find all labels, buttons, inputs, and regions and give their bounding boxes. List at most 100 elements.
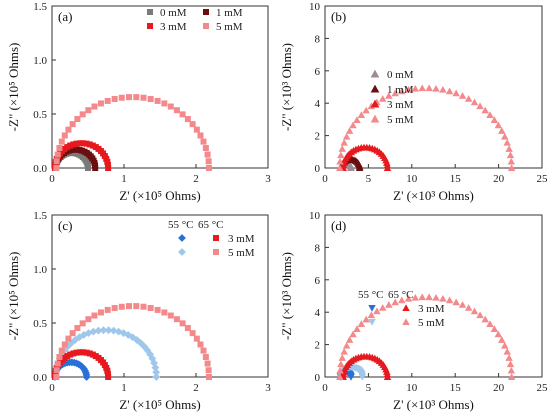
- data-point: [105, 374, 112, 380]
- legend-marker: [178, 248, 186, 256]
- data-point: [193, 126, 200, 133]
- data-point: [189, 330, 196, 337]
- data-point: [126, 303, 133, 310]
- data-point: [65, 335, 72, 342]
- y-axis-label: -Z" (×10⁵ Ohms): [6, 43, 21, 132]
- data-point: [86, 141, 93, 148]
- data-point: [425, 84, 433, 92]
- data-point: [204, 151, 211, 158]
- legend: 0 mM 1 mM 3 mM 5 mM: [147, 7, 243, 33]
- data-point: [184, 325, 191, 332]
- data-point: [179, 320, 186, 327]
- data-point: [161, 309, 168, 316]
- data-point: [506, 360, 515, 368]
- series-3: [53, 94, 212, 171]
- data-point: [476, 311, 484, 319]
- data-point: [173, 316, 180, 323]
- data-point: [398, 87, 406, 95]
- x-tick-label: 5: [366, 382, 372, 394]
- series-2: [339, 143, 392, 171]
- data-point: [118, 94, 125, 101]
- data-point: [53, 374, 60, 380]
- panel-label: (a): [58, 9, 72, 24]
- panel-label: (d): [331, 218, 346, 233]
- data-point: [404, 294, 413, 302]
- y-tick-label: 1.0: [33, 264, 47, 276]
- data-point: [167, 103, 174, 110]
- data-point: [173, 107, 180, 114]
- data-point: [349, 121, 357, 129]
- data-point: [146, 350, 154, 359]
- data-point: [490, 325, 499, 332]
- x-tick-label: 20: [493, 382, 505, 394]
- legend-marker: [147, 9, 153, 15]
- data-point: [111, 96, 118, 103]
- x-axis-label: Z' (×10⁵ Ohms): [119, 188, 200, 203]
- data-point: [75, 333, 84, 342]
- data-point: [347, 164, 355, 171]
- data-point: [391, 89, 399, 97]
- data-point: [52, 161, 59, 168]
- data-point: [379, 95, 387, 102]
- data-point: [74, 325, 81, 332]
- data-point: [357, 320, 366, 327]
- x-tick-label: 2: [193, 173, 199, 185]
- data-point: [140, 94, 147, 101]
- data-point: [80, 349, 87, 356]
- data-point: [91, 103, 98, 110]
- data-point: [128, 333, 137, 342]
- plot-frame: [324, 5, 543, 169]
- legend-entry: 3 mM: [387, 99, 414, 111]
- data-point: [97, 309, 104, 316]
- data-point: [362, 315, 370, 323]
- data-point: [498, 336, 506, 343]
- data-point: [151, 363, 160, 372]
- x-axis-label: Z' (×10⁵ Ohms): [119, 397, 200, 412]
- y-tick-label: 1.5: [33, 1, 47, 13]
- data-point: [445, 87, 454, 95]
- y-tick-label: 0.5: [33, 318, 47, 330]
- data-point: [356, 164, 364, 171]
- legend-header: 55 °C: [168, 219, 194, 231]
- data-point: [54, 360, 61, 367]
- data-point: [373, 307, 381, 315]
- data-point: [486, 320, 494, 327]
- y-axis-label: -Z" (×10³ Ohms): [279, 43, 294, 131]
- data-point: [445, 296, 454, 304]
- data-point: [67, 142, 74, 149]
- data-point: [340, 138, 348, 146]
- data-point: [140, 342, 149, 351]
- y-tick-label: 0: [315, 372, 321, 384]
- data-point: [70, 141, 77, 148]
- legend-marker: [368, 319, 376, 326]
- x-tick-label: 20: [493, 173, 505, 185]
- series-3: [336, 84, 516, 171]
- data-point: [379, 304, 387, 311]
- legend-marker: [370, 69, 380, 78]
- data-point: [418, 293, 426, 301]
- legend-marker: [368, 305, 376, 312]
- y-tick-label: 4: [315, 307, 321, 319]
- data-point: [53, 165, 60, 171]
- data-point: [507, 164, 516, 171]
- legend-entry: 0 mM: [387, 69, 414, 81]
- data-point: [197, 132, 204, 139]
- data-point: [97, 100, 104, 107]
- data-point: [336, 366, 344, 374]
- y-tick-label: 10: [309, 210, 321, 222]
- data-point: [80, 140, 87, 147]
- plot-frame: [324, 214, 543, 378]
- data-point: [71, 336, 80, 344]
- data-point: [349, 330, 357, 338]
- data-point: [452, 298, 460, 306]
- data-point: [56, 354, 63, 361]
- data-point: [58, 138, 65, 145]
- data-point: [353, 116, 361, 123]
- data-point: [367, 311, 376, 319]
- data-point: [476, 102, 484, 110]
- data-point: [147, 305, 154, 312]
- data-point: [470, 98, 479, 106]
- data-point: [74, 116, 81, 123]
- data-point: [204, 360, 211, 367]
- legend-entry: 5 mM: [387, 114, 414, 126]
